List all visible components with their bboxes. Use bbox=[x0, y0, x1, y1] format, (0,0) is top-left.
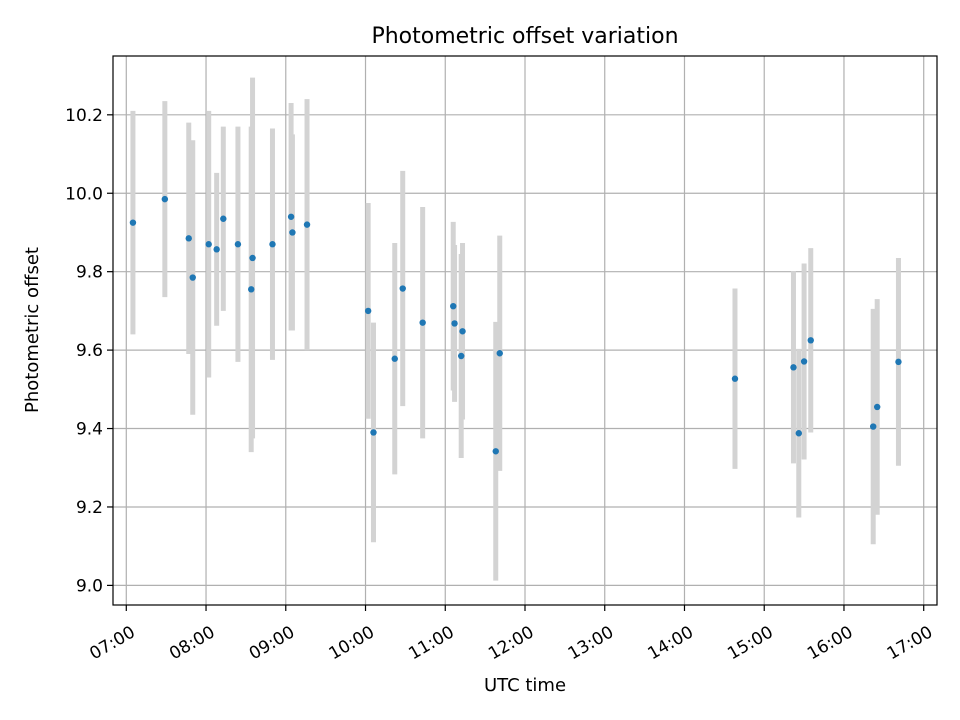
data-point bbox=[795, 430, 802, 437]
y-tick-label: 10.2 bbox=[65, 106, 103, 126]
data-point bbox=[205, 241, 212, 248]
data-point bbox=[161, 195, 169, 203]
y-tick-labels: 9.0 9.2 9.4 9.6 9.8 10.0 10.2 bbox=[65, 106, 103, 597]
y-tick-label: 9.4 bbox=[76, 420, 103, 440]
data-point bbox=[807, 337, 814, 344]
data-point bbox=[220, 215, 227, 222]
chart-title: Photometric offset variation bbox=[371, 24, 678, 49]
data-point bbox=[289, 229, 296, 236]
data-point bbox=[731, 375, 739, 382]
data-point bbox=[459, 328, 466, 335]
data-point bbox=[185, 235, 192, 242]
data-point bbox=[800, 358, 808, 365]
data-point bbox=[129, 219, 137, 226]
data-points bbox=[129, 195, 902, 455]
y-tick-label: 9.8 bbox=[76, 263, 103, 283]
x-axis-label: UTC time bbox=[484, 675, 566, 696]
y-tick-label: 9.6 bbox=[76, 341, 103, 361]
data-point bbox=[189, 274, 196, 281]
data-point bbox=[370, 429, 377, 436]
data-point bbox=[248, 286, 255, 293]
y-tick-label: 9.2 bbox=[76, 498, 103, 518]
data-point bbox=[790, 364, 797, 371]
data-point bbox=[458, 352, 465, 360]
data-point bbox=[870, 423, 877, 430]
y-axis-label: Photometric offset bbox=[22, 247, 43, 413]
data-point bbox=[399, 285, 406, 292]
data-point bbox=[873, 403, 881, 411]
y-tick-label: 10.0 bbox=[65, 184, 103, 204]
data-point bbox=[391, 355, 398, 362]
data-point bbox=[496, 350, 503, 357]
data-point bbox=[213, 246, 220, 253]
data-point bbox=[303, 221, 311, 228]
data-point bbox=[451, 320, 458, 327]
data-point bbox=[287, 213, 295, 220]
y-tick-label: 9.0 bbox=[76, 576, 103, 596]
data-point bbox=[364, 307, 372, 315]
axis-ticks bbox=[107, 114, 925, 611]
data-point bbox=[249, 254, 256, 262]
data-point bbox=[895, 358, 902, 366]
data-point bbox=[234, 241, 242, 248]
data-point bbox=[450, 302, 457, 310]
data-point bbox=[419, 319, 426, 326]
data-point bbox=[269, 241, 276, 248]
data-point bbox=[492, 448, 499, 455]
